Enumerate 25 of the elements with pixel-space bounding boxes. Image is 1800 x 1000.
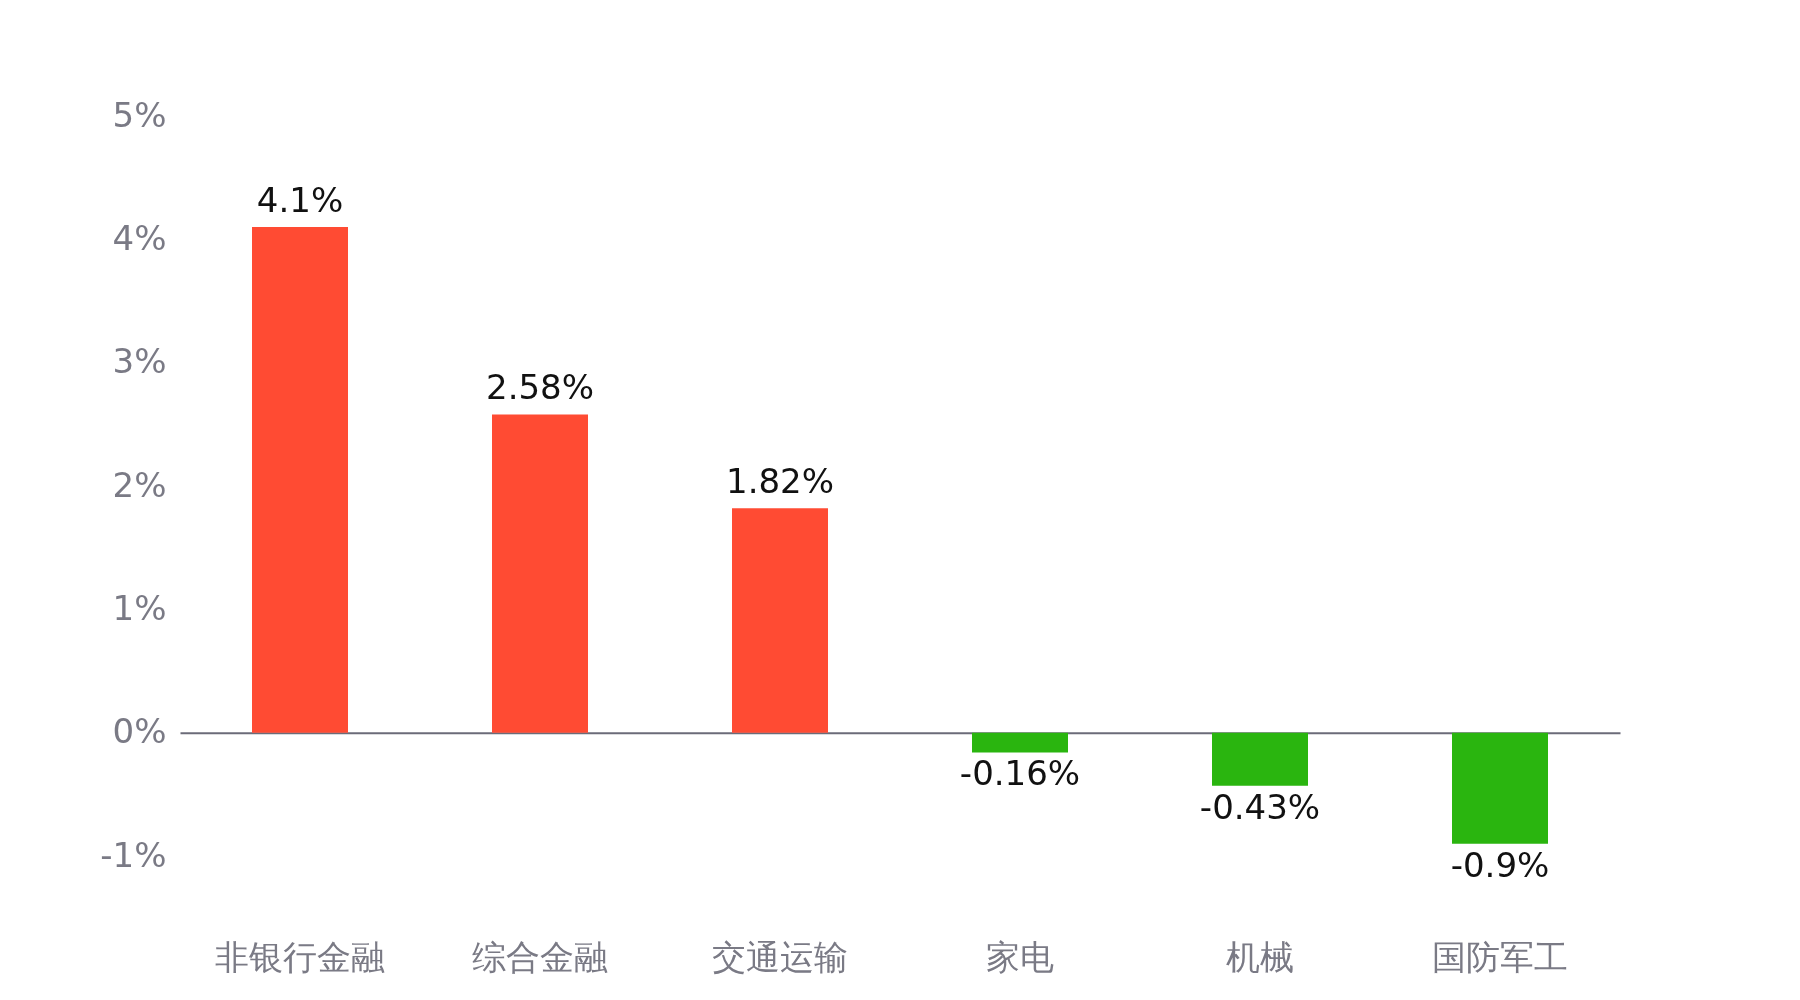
y-tick-label: 5% [112, 94, 167, 135]
bar [732, 508, 828, 733]
x-tick-label: 国防军工 [1432, 936, 1568, 977]
x-tick-label: 交通运输 [712, 936, 848, 977]
x-tick-label: 机械 [1226, 936, 1294, 977]
y-tick-label: 1% [112, 587, 167, 628]
bar [972, 732, 1068, 753]
y-tick-label: 0% [112, 711, 167, 752]
x-tick-label: 非银行金融 [215, 936, 385, 977]
y-tick-label: 4% [112, 217, 167, 258]
data-label: 2.58% [485, 367, 595, 408]
data-label: -0.9% [1450, 844, 1550, 885]
data-label: 1.82% [725, 461, 835, 502]
bar [252, 227, 348, 733]
data-label: -0.43% [1199, 786, 1321, 827]
data-label: 4.1% [256, 180, 344, 220]
data-label: -0.16% [959, 753, 1081, 794]
y-tick-label: -1% [100, 834, 167, 875]
bar [1452, 732, 1548, 844]
bar [492, 414, 588, 733]
y-tick-label: 2% [112, 464, 167, 505]
x-tick-label: 综合金融 [472, 936, 608, 977]
bar [1212, 732, 1308, 786]
x-tick-label: 家电 [986, 936, 1054, 977]
y-tick-label: 3% [112, 341, 167, 382]
